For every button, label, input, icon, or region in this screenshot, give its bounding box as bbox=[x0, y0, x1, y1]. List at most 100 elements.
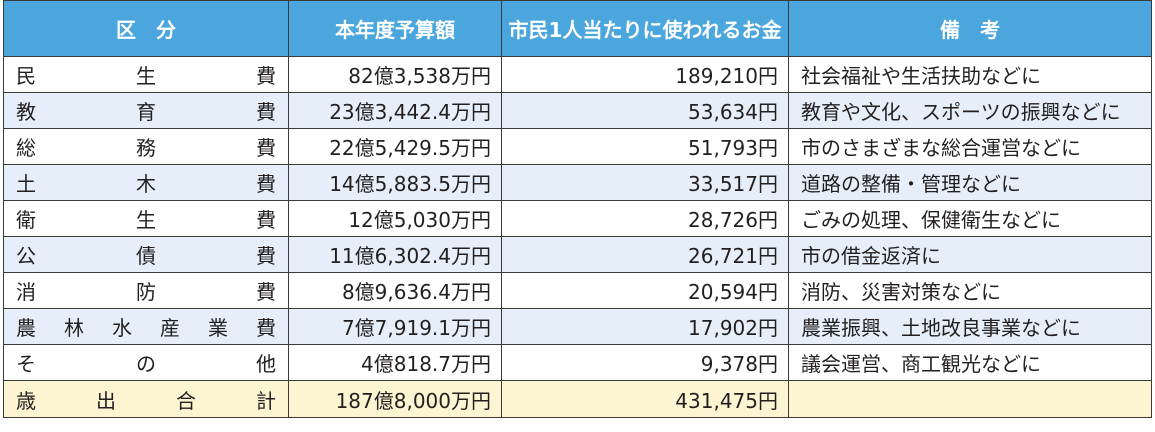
remarks-text: 消防、災害対策などに bbox=[788, 272, 1152, 309]
remarks-text: 農業振興、土地改良事業などに bbox=[788, 308, 1152, 345]
category-cell: 消防費 bbox=[3, 272, 289, 309]
category-char: 林 bbox=[64, 316, 84, 340]
per-capita-amount: 53,634円 bbox=[501, 92, 789, 129]
budget-amount: 82億3,538万円 bbox=[288, 56, 502, 93]
table-row: 農 林 水 産 業 費 7億7,919.1万円 17,902円 農業振興、土地改良事業などに bbox=[3, 308, 1152, 345]
header-remarks: 備 考 bbox=[788, 0, 1152, 57]
category-char: 費 bbox=[256, 316, 276, 340]
budget-amount: 12億5,030万円 bbox=[288, 200, 502, 237]
category-cell: 総務費 bbox=[3, 128, 289, 165]
category-char: 木 bbox=[136, 172, 156, 196]
per-capita-amount: 189,210円 bbox=[501, 56, 789, 93]
category-cell: 教育費 bbox=[3, 92, 289, 129]
category-char: 費 bbox=[256, 100, 276, 124]
category-char: そ bbox=[16, 352, 36, 376]
category-char: 防 bbox=[136, 280, 156, 304]
table-row: 土 木 費 14億5,883.5万円 33,517円 道路の整備・管理などに bbox=[3, 164, 1152, 201]
remarks-text: ごみの処理、保健衛生などに bbox=[788, 200, 1152, 237]
total-category-char: 計 bbox=[256, 388, 276, 413]
remarks-text: 議会運営、商工観光などに bbox=[788, 344, 1152, 381]
total-category-char: 出 bbox=[96, 388, 116, 413]
category-cell: 公債費 bbox=[3, 236, 289, 273]
category-cell: 民生費 bbox=[3, 56, 289, 93]
per-capita-amount: 28,726円 bbox=[501, 200, 789, 237]
per-capita-amount: 9,378円 bbox=[501, 344, 789, 381]
category-char: 衛 bbox=[16, 208, 36, 232]
budget-amount: 8億9,636.4万円 bbox=[288, 272, 502, 309]
header-per-capita: 市民1人当たりに使われるお金 bbox=[501, 0, 789, 57]
remarks-text: 社会福祉や生活扶助などに bbox=[788, 56, 1152, 93]
category-char: 費 bbox=[256, 172, 276, 196]
category-char: 費 bbox=[256, 136, 276, 160]
category-char: 費 bbox=[256, 244, 276, 268]
category-char: 費 bbox=[256, 280, 276, 304]
category-char: 産 bbox=[160, 316, 180, 340]
category-label: 衛生費 bbox=[16, 204, 276, 233]
category-label: 教育費 bbox=[16, 96, 276, 125]
total-category-char: 歳 bbox=[16, 388, 36, 413]
category-char: 業 bbox=[208, 316, 228, 340]
table-row: 公 債 費 11億6,302.4万円 26,721円 市の借金返済に bbox=[3, 236, 1152, 273]
table-row: 消 防 費 8億9,636.4万円 20,594円 消防、災害対策などに bbox=[3, 272, 1152, 309]
category-cell: 土木費 bbox=[3, 164, 289, 201]
per-capita-amount: 26,721円 bbox=[501, 236, 789, 273]
category-char: 公 bbox=[16, 244, 36, 268]
table-header-row: 区 分 本年度予算額 市民1人当たりに使われるお金 備 考 bbox=[3, 0, 1152, 57]
per-capita-amount: 51,793円 bbox=[501, 128, 789, 165]
table-row: 衛 生 費 12億5,030万円 28,726円 ごみの処理、保健衛生などに bbox=[3, 200, 1152, 237]
category-cell: 農林水産業費 bbox=[3, 308, 289, 345]
category-char: の bbox=[136, 352, 156, 376]
total-row: 歳 出 合 計 187億8,000万円 431,475円 bbox=[3, 380, 1152, 418]
category-label: その他 bbox=[16, 348, 276, 377]
category-label: 農林水産業費 bbox=[16, 312, 276, 341]
table-body: 民生費 82億3,538万円 189,210円 社会福祉や生活扶助などに教育費 23億3… bbox=[3, 56, 1152, 381]
category-label: 総務費 bbox=[16, 132, 276, 161]
remarks-text: 道路の整備・管理などに bbox=[788, 164, 1152, 201]
header-category: 区 分 bbox=[3, 0, 289, 57]
header-budget: 本年度予算額 bbox=[288, 0, 502, 57]
budget-amount: 4億818.7万円 bbox=[288, 344, 502, 381]
budget-table: 区 分 本年度予算額 市民1人当たりに使われるお金 備 考 民生費 82億3,53… bbox=[3, 0, 1152, 418]
category-char: 費 bbox=[256, 208, 276, 232]
category-label: 民生費 bbox=[16, 60, 276, 89]
category-char: 教 bbox=[16, 100, 36, 124]
category-label: 土木費 bbox=[16, 168, 276, 197]
category-char: 消 bbox=[16, 280, 36, 304]
total-category-label: 歳出合計 bbox=[16, 385, 276, 414]
budget-amount: 11億6,302.4万円 bbox=[288, 236, 502, 273]
total-category-char: 合 bbox=[176, 388, 196, 413]
per-capita-amount: 33,517円 bbox=[501, 164, 789, 201]
category-char: 農 bbox=[16, 316, 36, 340]
category-char: 民 bbox=[16, 64, 36, 88]
table-row: そ の 他 4億818.7万円 9,378円 議会運営、商工観光などに bbox=[3, 344, 1152, 381]
category-char: 水 bbox=[112, 316, 132, 340]
table-row: 民 生 費 82億3,538万円 189,210円 社会福祉や生活扶助などに bbox=[3, 56, 1152, 93]
total-category-cell: 歳出合計 bbox=[3, 380, 289, 418]
category-char: 生 bbox=[136, 64, 156, 88]
remarks-text: 教育や文化、スポーツの振興などに bbox=[788, 92, 1152, 129]
category-cell: その他 bbox=[3, 344, 289, 381]
total-budget: 187億8,000万円 bbox=[288, 380, 502, 418]
category-char: 土 bbox=[16, 172, 36, 196]
table-row: 教 育 費 23億3,442.4万円 53,634円 教育や文化、スポーツの振興などに bbox=[3, 92, 1152, 129]
budget-amount: 14億5,883.5万円 bbox=[288, 164, 502, 201]
total-remarks bbox=[788, 380, 1152, 418]
table-row: 総 務 費 22億5,429.5万円 51,793円 市のさまざまな総合運営などに bbox=[3, 128, 1152, 165]
category-char: 務 bbox=[136, 136, 156, 160]
budget-amount: 7億7,919.1万円 bbox=[288, 308, 502, 345]
total-per-capita: 431,475円 bbox=[501, 380, 789, 418]
per-capita-amount: 20,594円 bbox=[501, 272, 789, 309]
category-char: 総 bbox=[16, 136, 36, 160]
remarks-text: 市のさまざまな総合運営などに bbox=[788, 128, 1152, 165]
category-label: 公債費 bbox=[16, 240, 276, 269]
category-char: 生 bbox=[136, 208, 156, 232]
category-char: 育 bbox=[136, 100, 156, 124]
category-char: 債 bbox=[136, 244, 156, 268]
remarks-text: 市の借金返済に bbox=[788, 236, 1152, 273]
budget-amount: 23億3,442.4万円 bbox=[288, 92, 502, 129]
category-cell: 衛生費 bbox=[3, 200, 289, 237]
category-label: 消防費 bbox=[16, 276, 276, 305]
category-char: 他 bbox=[256, 352, 276, 376]
category-char: 費 bbox=[256, 64, 276, 88]
